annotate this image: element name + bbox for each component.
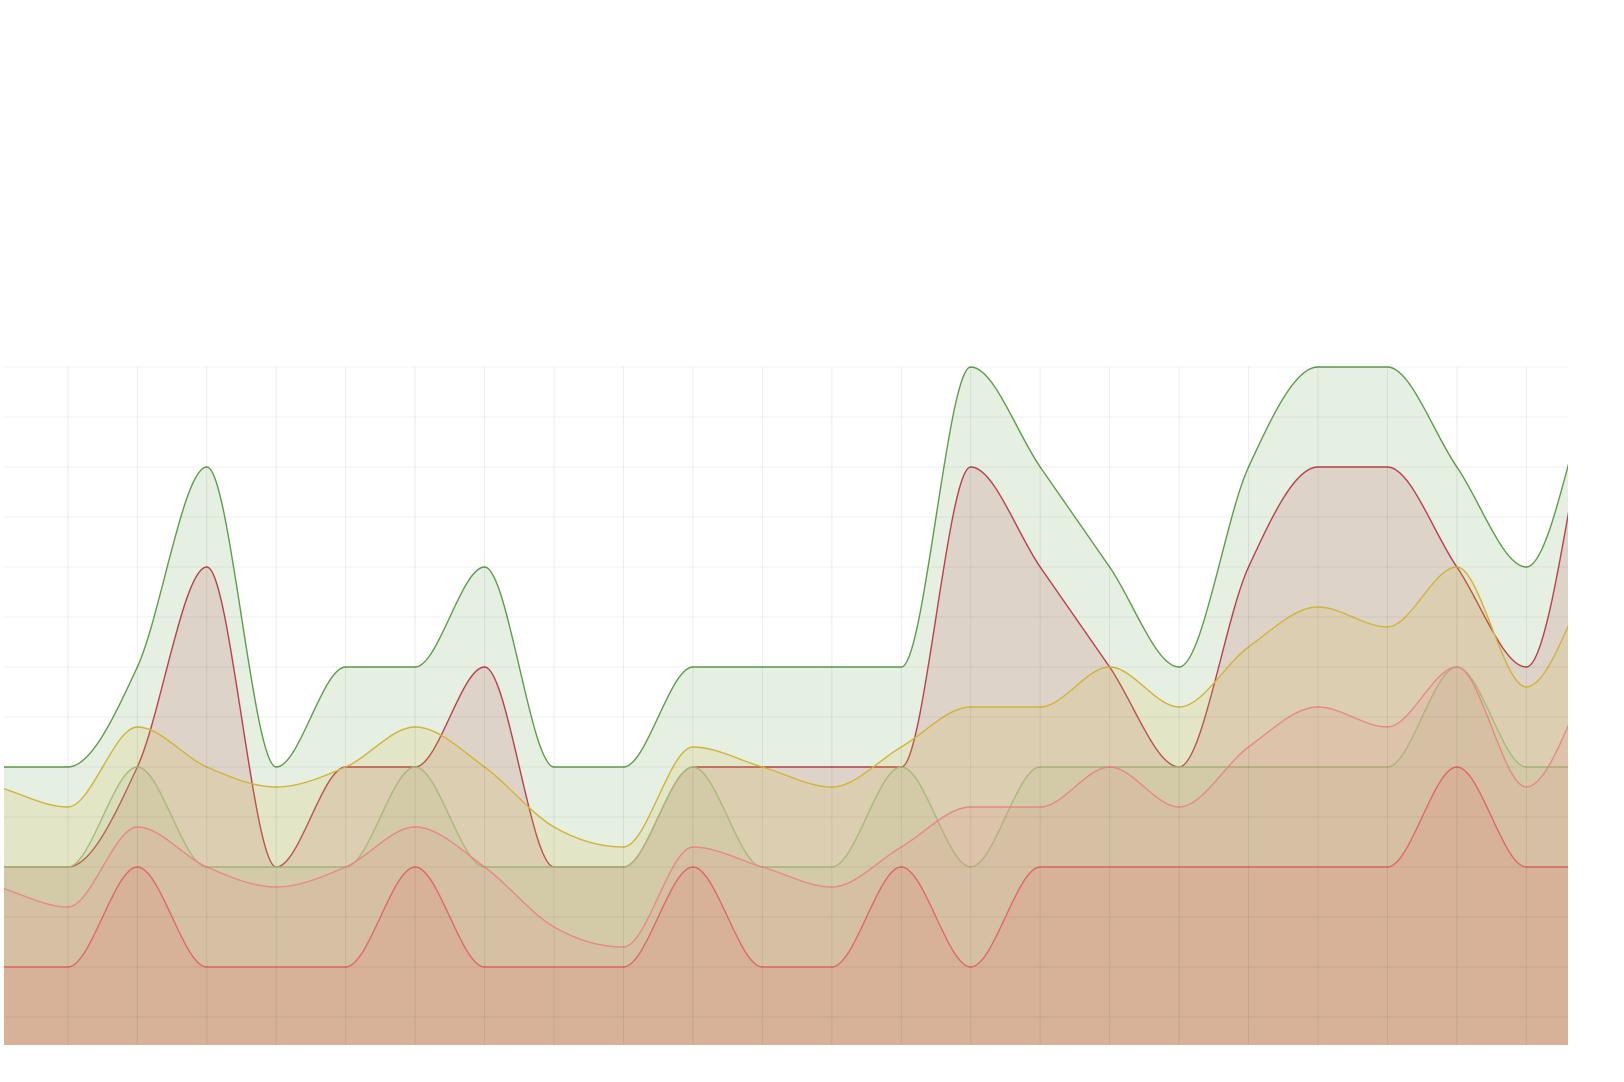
area-fill [4, 667, 1568, 1045]
area-line [4, 766, 1568, 968]
area-fill [4, 366, 1568, 1045]
area-line [4, 366, 1568, 768]
area-fill [4, 466, 1568, 1045]
grid [4, 366, 1568, 1045]
area-line [4, 666, 1568, 868]
area-line [4, 466, 1568, 868]
area-line [4, 666, 1568, 948]
plot-area [4, 366, 1568, 1045]
area-fill [4, 667, 1568, 1045]
area-fill [4, 767, 1568, 1045]
area-line [4, 566, 1568, 848]
area-fill [4, 567, 1568, 1045]
